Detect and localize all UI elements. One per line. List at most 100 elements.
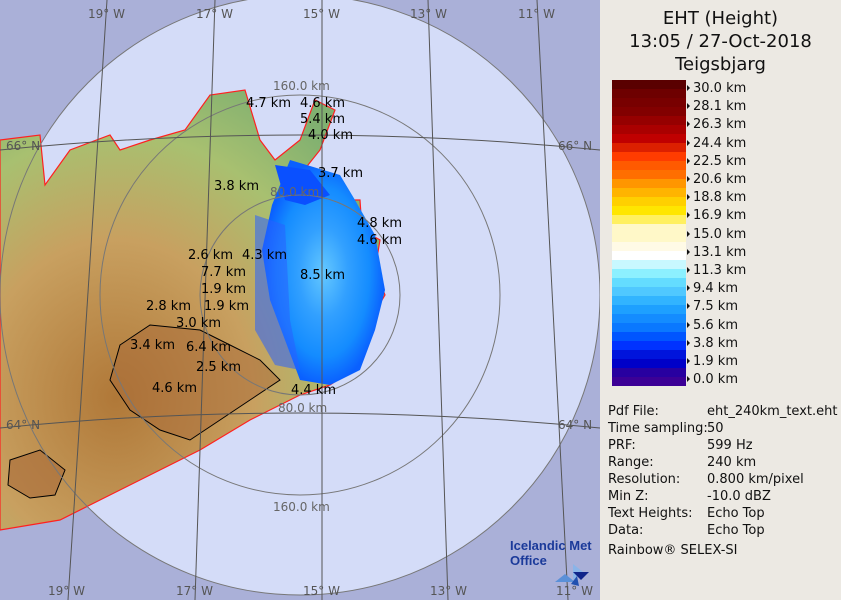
lon-label: 11° W [518,7,555,21]
echo-top-label: 3.0 km [176,316,221,331]
legend-band [612,323,686,332]
legend-tick-label: 1.9 km [687,354,738,369]
metadata-row: Data: Echo Top [608,523,765,538]
legend-band [612,188,686,197]
legend-tick-label: 15.0 km [687,227,746,242]
legend-band [612,296,686,305]
metadata-value: 0.800 km/pixel [707,472,804,487]
lon-label: 17° W [176,584,213,598]
echo-top-label: 4.6 km [152,381,197,396]
legend-band [612,251,686,260]
legend-tick-label: 0.0 km [687,372,738,387]
metadata-row: Time sampling:50 [608,421,724,436]
lat-label: 64° N [558,418,593,432]
lat-label: 66° N [6,139,41,153]
metadata-value: 599 Hz [707,438,753,453]
echo-top-label: 4.6 km [300,96,345,111]
metadata-value: 240 km [707,455,757,470]
metadata-row: Range: 240 km [608,455,756,470]
echo-top-label: 2.8 km [146,299,191,314]
metadata-key: PRF: [608,438,636,453]
legend-band [612,377,686,386]
metadata-key: Pdf File: [608,404,659,419]
echo-top-label: 3.4 km [130,338,175,353]
metadata-row: Resolution: 0.800 km/pixel [608,472,804,487]
echo-top-label: 4.4 km [291,383,336,398]
echo-top-label: 4.0 km [308,128,353,143]
credit: Rainbow® SELEX-SI [608,543,738,558]
legend-band [612,152,686,161]
legend-tick-label: 16.9 km [687,208,746,223]
metadata-key: Range: [608,455,654,470]
legend-band [612,278,686,287]
legend-band [612,314,686,323]
info-panel: EHT (Height) 13:05 / 27-Oct-2018 Teigsbj… [600,0,841,600]
legend-band [612,134,686,143]
legend-band [612,359,686,368]
echo-area-dark [275,165,330,205]
legend-band [612,98,686,107]
legend-tick-label: 18.8 km [687,190,746,205]
legend-band [612,161,686,170]
legend-tick-label: 30.0 km [687,81,746,96]
legend-tick-label: 22.5 km [687,154,746,169]
metadata-value: Echo Top [707,523,765,538]
echo-top-label: 5.4 km [300,112,345,127]
metadata-row: PRF: 599 Hz [608,438,753,453]
metadata-key: Min Z: [608,489,649,504]
legend-band [612,260,686,269]
legend-band [612,269,686,278]
legend-band [612,224,686,233]
radar-map[interactable]: 19° W 17° W 15° W 13° W 11° W 19° W 17° … [0,0,600,600]
imo-logo-icon [555,564,589,586]
imo-logo: Icelandic Met Office [510,538,592,568]
legend-band [612,350,686,359]
legend-band [612,179,686,188]
legend-tick-label: 9.4 km [687,281,738,296]
echo-top-label: 8.5 km [300,268,345,283]
echo-top-label: 2.6 km [188,248,233,263]
legend-band [612,197,686,206]
legend-tick-label: 13.1 km [687,245,746,260]
metadata-key: Resolution: [608,472,681,487]
legend-band [612,341,686,350]
legend-band [612,233,686,242]
metadata-row: Text Heights: Echo Top [608,506,765,521]
legend-band [612,242,686,251]
lon-label: 15° W [303,584,340,598]
color-legend [612,80,686,386]
lon-label: 19° W [48,584,85,598]
glacier-outline [109,324,281,441]
echo-scatter [255,215,300,370]
lon-label: 13° W [410,7,447,21]
range-label: 160.0 km [273,500,330,514]
legend-band [612,80,686,89]
lat-label: 64° N [6,418,41,432]
metadata-value: -10.0 dBZ [707,489,771,504]
echo-top-label: 1.9 km [201,282,246,297]
metadata-key: Time sampling: [608,421,708,436]
echo-top-label: 1.9 km [204,299,249,314]
echo-top-label: 4.6 km [357,233,402,248]
legend-band [612,206,686,215]
lat-label: 66° N [558,139,593,153]
metadata-value: Echo Top [707,506,765,521]
legend-tick-label: 5.6 km [687,318,738,333]
metadata-value: eht_240km_text.eht [707,404,838,419]
echo-top-label: 2.5 km [196,360,241,375]
metadata-row: Pdf File: eht_240km_text.eht [608,404,837,419]
echo-top-label: 4.3 km [242,248,287,263]
legend-band [612,368,686,377]
legend-band [612,170,686,179]
map-canvas [0,0,600,600]
metadata-value: 50 [707,421,724,436]
range-label: 80.0 km [270,185,320,199]
metadata-key: Data: [608,523,644,538]
product-title: EHT (Height) [662,8,779,29]
legend-band [612,215,686,224]
echo-area [262,160,385,385]
legend-tick-label: 24.4 km [687,136,746,151]
legend-tick-label: 20.6 km [687,172,746,187]
legend-band [612,107,686,116]
radar-station: Teigsbjarg [675,54,766,75]
